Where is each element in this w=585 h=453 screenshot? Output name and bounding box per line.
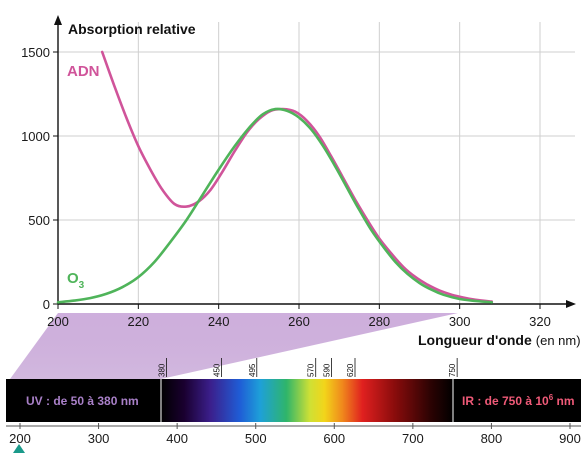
zoom-funnel — [10, 313, 458, 379]
spectrum-tick-label: 600 — [323, 431, 345, 446]
x-axis-arrow — [566, 300, 576, 308]
spectrum-mark-label: 495 — [248, 363, 257, 377]
chart-series — [56, 50, 494, 304]
spectrum-tick-label: 900 — [559, 431, 581, 446]
spectrum-tick-label: 800 — [481, 431, 503, 446]
series-label-adn: ADN — [67, 63, 100, 80]
uv-label: UV : de 50 à 380 nm — [26, 394, 139, 408]
x-tick-label: 260 — [288, 314, 310, 329]
spectrum-mark-label: 750 — [448, 363, 457, 377]
chart-axes — [53, 15, 576, 309]
visible-spectrum — [161, 379, 453, 422]
spectrum-tick-label: 300 — [88, 431, 110, 446]
spectrum-axis: 200 300 400 500 600 700 800 900 — [6, 423, 581, 446]
corner-marker — [13, 444, 25, 453]
spectrum-mark-label: 450 — [212, 363, 221, 377]
spectrum-mark-label: 620 — [346, 363, 355, 377]
ir-label: IR : de 750 à 106 nm — [462, 393, 575, 408]
x-tick-label: 240 — [208, 314, 230, 329]
x-tick-label: 320 — [529, 314, 551, 329]
spectrum-mark-label: 590 — [322, 363, 331, 377]
y-tick-label: 1500 — [21, 45, 50, 60]
x-tick-label: 200 — [47, 314, 69, 329]
spectrum-tick-label: 500 — [245, 431, 267, 446]
chart-grid — [58, 22, 575, 304]
y-axis-arrow — [54, 15, 62, 25]
spectrum-wavelength-marks: 380 450 495 570 590 620 750 — [157, 358, 458, 377]
series-line-adn — [100, 50, 494, 303]
series-line-o3 — [56, 107, 494, 304]
series-label-o3: O3 — [67, 270, 85, 291]
y-tick-label: 500 — [28, 213, 50, 228]
x-axis-title: Longueur d'onde (en nm) — [418, 332, 581, 348]
spectrum-tick-label: 400 — [166, 431, 188, 446]
spectrum-tick-label: 200 — [9, 431, 31, 446]
spectrum-tick-label: 700 — [402, 431, 424, 446]
chart-tick-labels: 200 220 240 260 280 300 320 0 500 1000 1500 — [21, 45, 551, 329]
y-axis-title: Absorption relative — [68, 21, 196, 37]
x-tick-label: 280 — [368, 314, 390, 329]
x-tick-label: 300 — [449, 314, 471, 329]
y-tick-label: 1000 — [21, 129, 50, 144]
spectrum-mark-label: 380 — [157, 363, 166, 377]
spectrum-mark-label: 570 — [307, 363, 316, 377]
y-tick-label: 0 — [43, 297, 50, 312]
x-tick-label: 220 — [127, 314, 149, 329]
spectrum-band: UV : de 50 à 380 nm IR : de 750 à 106 nm — [6, 379, 581, 422]
